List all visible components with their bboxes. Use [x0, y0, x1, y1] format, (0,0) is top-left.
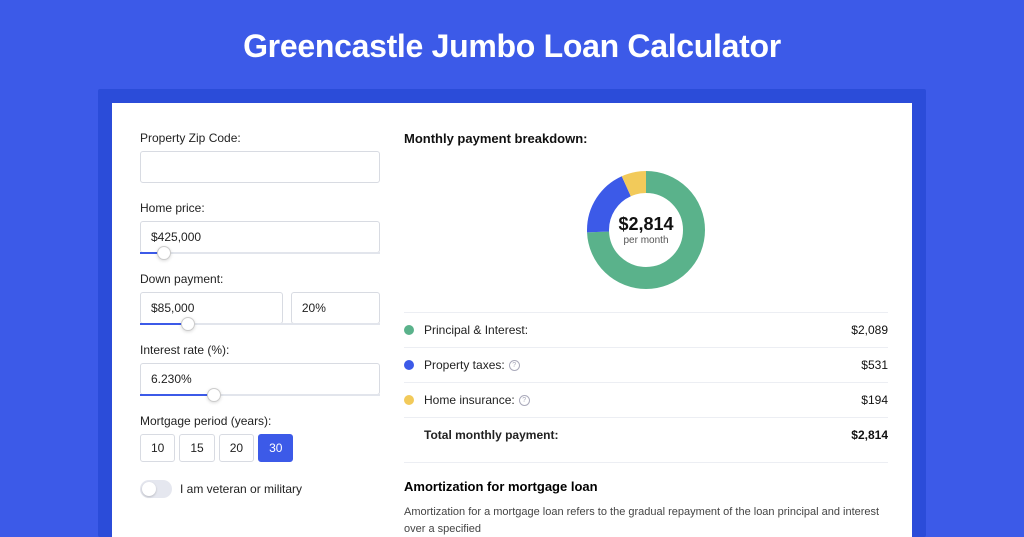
amortization-title: Amortization for mortgage loan	[404, 479, 888, 494]
period-option-10[interactable]: 10	[140, 434, 175, 462]
home-price-input[interactable]	[140, 221, 380, 253]
mortgage-period-options: 10152030	[140, 434, 380, 462]
home-price-slider-thumb[interactable]	[157, 246, 171, 260]
right-panel: Monthly payment breakdown: $2,814 per mo…	[400, 131, 888, 537]
interest-rate-slider[interactable]	[140, 394, 380, 396]
interest-rate-label: Interest rate (%):	[140, 343, 380, 357]
legend-value: $2,089	[851, 323, 888, 337]
total-value: $2,814	[851, 428, 888, 442]
down-payment-label: Down payment:	[140, 272, 380, 286]
interest-rate-input[interactable]	[140, 363, 380, 395]
legend-dot	[404, 325, 414, 335]
total-row: Total monthly payment: $2,814	[404, 417, 888, 452]
legend-label: Home insurance: ?	[424, 393, 861, 407]
down-payment-field: Down payment:	[140, 272, 380, 325]
breakdown-legend: Principal & Interest:$2,089Property taxe…	[404, 312, 888, 417]
legend-label: Principal & Interest:	[424, 323, 851, 337]
down-payment-slider[interactable]	[140, 323, 380, 325]
veteran-row: I am veteran or military	[140, 480, 380, 498]
amortization-body: Amortization for a mortgage loan refers …	[404, 504, 888, 537]
legend-row: Property taxes: ?$531	[404, 347, 888, 382]
veteran-toggle[interactable]	[140, 480, 172, 498]
legend-row: Principal & Interest:$2,089	[404, 312, 888, 347]
mortgage-period-field: Mortgage period (years): 10152030	[140, 414, 380, 462]
calculator-outer: Property Zip Code: Home price: Down paym…	[98, 89, 926, 537]
legend-dot	[404, 360, 414, 370]
zip-input[interactable]	[140, 151, 380, 183]
zip-field: Property Zip Code:	[140, 131, 380, 183]
interest-rate-slider-thumb[interactable]	[207, 388, 221, 402]
period-option-20[interactable]: 20	[219, 434, 254, 462]
donut-chart-wrap: $2,814 per month	[404, 160, 888, 312]
calculator-card: Property Zip Code: Home price: Down paym…	[112, 103, 912, 537]
breakdown-title: Monthly payment breakdown:	[404, 131, 888, 146]
info-icon[interactable]: ?	[519, 395, 530, 406]
donut-chart: $2,814 per month	[582, 166, 710, 294]
mortgage-period-label: Mortgage period (years):	[140, 414, 380, 428]
page-title: Greencastle Jumbo Loan Calculator	[0, 0, 1024, 89]
period-option-15[interactable]: 15	[179, 434, 214, 462]
legend-label: Property taxes: ?	[424, 358, 861, 372]
left-panel: Property Zip Code: Home price: Down paym…	[140, 131, 380, 537]
interest-rate-field: Interest rate (%):	[140, 343, 380, 396]
veteran-label: I am veteran or military	[180, 482, 302, 496]
legend-value: $194	[861, 393, 888, 407]
down-payment-percent-input[interactable]	[291, 292, 380, 324]
home-price-slider[interactable]	[140, 252, 380, 254]
amortization-section: Amortization for mortgage loan Amortizat…	[404, 462, 888, 537]
donut-sub: per month	[623, 235, 668, 246]
down-payment-slider-thumb[interactable]	[181, 317, 195, 331]
donut-center: $2,814 per month	[582, 166, 710, 294]
home-price-label: Home price:	[140, 201, 380, 215]
period-option-30[interactable]: 30	[258, 434, 293, 462]
down-payment-input[interactable]	[140, 292, 283, 324]
legend-value: $531	[861, 358, 888, 372]
info-icon[interactable]: ?	[509, 360, 520, 371]
legend-row: Home insurance: ?$194	[404, 382, 888, 417]
home-price-field: Home price:	[140, 201, 380, 254]
legend-dot	[404, 395, 414, 405]
total-label: Total monthly payment:	[424, 428, 851, 442]
zip-label: Property Zip Code:	[140, 131, 380, 145]
donut-amount: $2,814	[618, 214, 673, 235]
